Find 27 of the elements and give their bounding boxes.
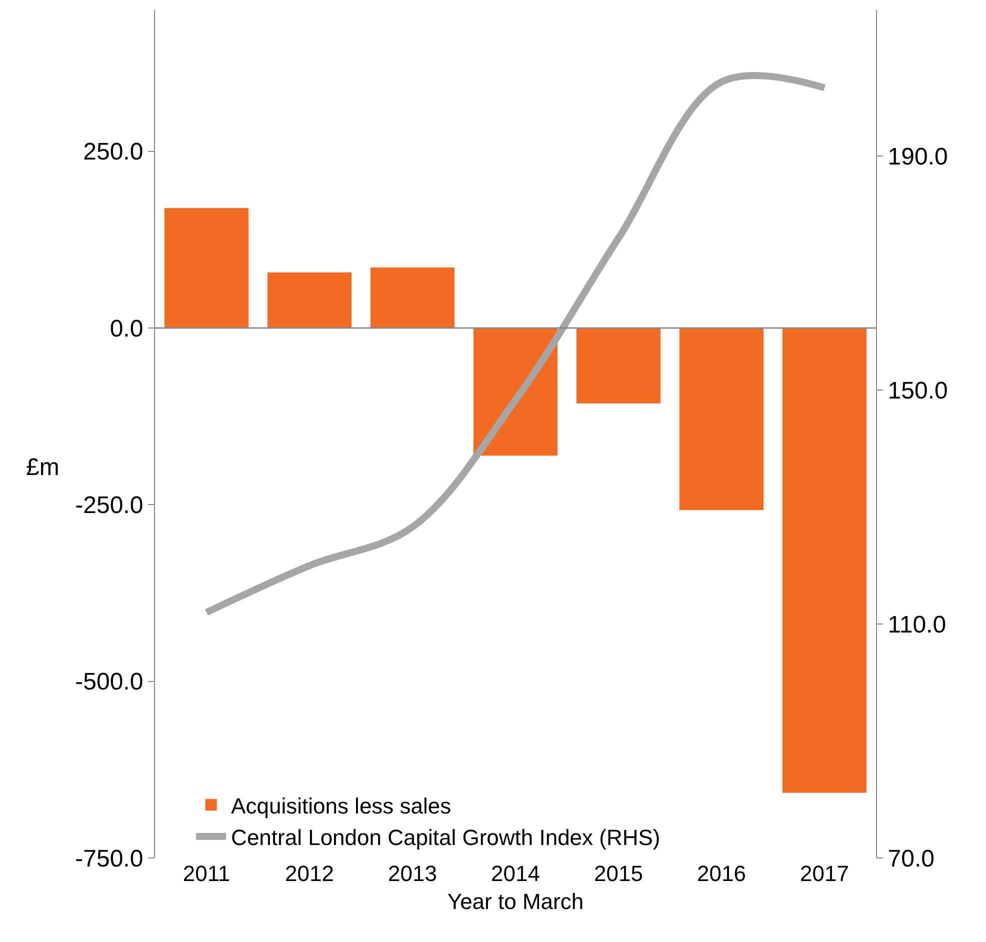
x-tick-label: 2015 [594, 861, 643, 886]
bar [370, 266, 455, 328]
y-tick-label: -750.0 [75, 845, 144, 872]
legend-label: Acquisitions less sales [231, 793, 452, 818]
y-tick-label: -500.0 [75, 668, 144, 696]
y-tick-label: -250.0 [75, 492, 144, 520]
bar [576, 328, 661, 404]
bar [782, 328, 867, 794]
legend-label: Central London Capital Growth Index (RHS) [231, 824, 660, 850]
y2-tick-label: 70.0 [888, 845, 935, 872]
x-tick-label: 2017 [800, 861, 849, 886]
bar [473, 328, 558, 456]
y-axis-title: £m [26, 454, 60, 481]
y2-tick-label: 150.0 [888, 378, 948, 405]
x-tick-label: 2012 [285, 861, 334, 886]
x-axis-title: Year to March [447, 888, 584, 914]
bar [679, 328, 764, 511]
x-tick-label: 2016 [697, 861, 746, 886]
y2-tick-label: 190.0 [888, 144, 948, 171]
y-tick-label: 250.0 [83, 138, 144, 166]
bar [164, 208, 249, 328]
bar [267, 272, 352, 328]
y-tick-label: 0.0 [110, 315, 144, 342]
x-tick-label: 2014 [491, 861, 540, 886]
x-tick-label: 2013 [388, 861, 437, 886]
y2-tick-label: 110.0 [888, 611, 946, 638]
x-tick-label: 2011 [182, 861, 230, 886]
